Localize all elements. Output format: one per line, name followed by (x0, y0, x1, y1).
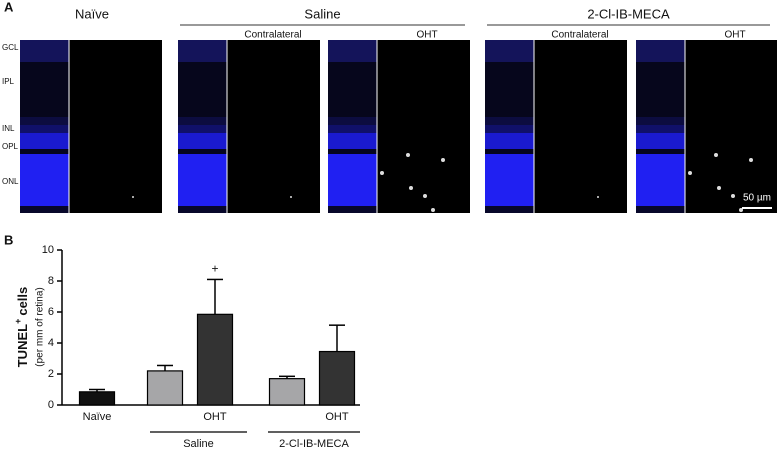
y-axis-label-suffix: cells (15, 287, 30, 316)
y-axis-label-main: TUNEL (15, 324, 30, 367)
retina-layer (20, 40, 69, 62)
group-title: Naïve (75, 6, 109, 21)
x-tick-label: OHT (203, 411, 227, 423)
retina-layer (178, 149, 227, 154)
y-tick-label: 4 (48, 337, 54, 349)
sub-title: Contralateral (551, 30, 608, 41)
retina-layer (178, 62, 227, 117)
retina-layer (485, 40, 534, 62)
layer-label: IPL (2, 77, 15, 86)
tunel-dot (441, 158, 445, 162)
tunel-dot (749, 158, 753, 162)
retina-layer (636, 206, 685, 213)
y-tick-label: 6 (48, 306, 54, 318)
tunel-dot (409, 186, 413, 190)
retina-layer (328, 154, 377, 206)
sub-title: OHT (724, 30, 745, 41)
y-tick-label: 2 (48, 368, 54, 380)
retina-layer (20, 154, 69, 206)
retina-layer (328, 206, 377, 213)
retina-layer (636, 149, 685, 154)
layer-label: GCL (2, 43, 19, 52)
retina-layer (636, 62, 685, 117)
retina-layer (178, 125, 227, 133)
retina-layer (328, 133, 377, 149)
bar (318, 350, 356, 406)
layer-label: INL (2, 124, 15, 133)
layer-label: OPL (2, 142, 19, 151)
retina-layer (636, 117, 685, 125)
bar (196, 313, 234, 406)
retina-layer (636, 40, 685, 62)
tunel-dot (290, 196, 292, 198)
retina-layer (328, 40, 377, 62)
retina-layer (20, 62, 69, 117)
group-label: 2-Cl-IB-MECA (279, 438, 349, 449)
group-title: Saline (304, 6, 340, 21)
bar (146, 370, 184, 406)
group-title: 2-Cl-IB-MECA (587, 6, 670, 21)
retina-layer (178, 133, 227, 149)
retina-layer (485, 154, 534, 206)
group-label: Saline (183, 438, 214, 449)
retina-layer (485, 133, 534, 149)
retina-layer (485, 149, 534, 154)
tunel-dot (423, 194, 427, 198)
tunel-dot (731, 194, 735, 198)
annotation: + (211, 262, 218, 276)
tunel-dot (714, 153, 718, 157)
tunel-dot (688, 171, 692, 175)
y-axis-label: TUNEL+ cells (13, 287, 30, 368)
y-tick-label: 8 (48, 275, 54, 287)
panel-label: A (4, 0, 14, 14)
retina-layer (485, 206, 534, 213)
scale-bar-label: 50 µm (743, 193, 771, 204)
retina-layer (636, 154, 685, 206)
panel-label: B (4, 232, 13, 247)
retina-layer (485, 117, 534, 125)
bar (78, 391, 116, 406)
retina-layer (485, 62, 534, 117)
tunel-dot (380, 171, 384, 175)
retina-layer (328, 62, 377, 117)
tunel-dot (597, 196, 599, 198)
retina-layer (636, 125, 685, 133)
retina-layer (20, 125, 69, 133)
sub-title: OHT (416, 30, 437, 41)
retina-layer (328, 125, 377, 133)
retina-layer (20, 206, 69, 213)
retina-layer (636, 133, 685, 149)
retina-layer (178, 40, 227, 62)
tunel-dot (431, 208, 435, 212)
retina-layer (20, 149, 69, 154)
x-tick-label: Naïve (83, 411, 112, 423)
tunel-dot (406, 153, 410, 157)
retina-layer (485, 125, 534, 133)
retina-layer (20, 133, 69, 149)
tunel-dot (717, 186, 721, 190)
x-tick-label: OHT (325, 411, 349, 423)
y-axis-label-sup: + (13, 319, 23, 324)
retina-layer (328, 149, 377, 154)
retina-layer (178, 117, 227, 125)
y-tick-label: 0 (48, 399, 54, 411)
y-tick-label: 10 (42, 244, 54, 256)
retina-layer (328, 117, 377, 125)
layer-label: ONL (2, 177, 19, 186)
tunel-dot (132, 196, 134, 198)
retina-layer (178, 154, 227, 206)
retina-layer (178, 206, 227, 213)
y-axis-sublabel: (per mm of retina) (35, 287, 46, 366)
bar (268, 378, 306, 406)
retina-layer (20, 117, 69, 125)
sub-title: Contralateral (244, 30, 301, 41)
